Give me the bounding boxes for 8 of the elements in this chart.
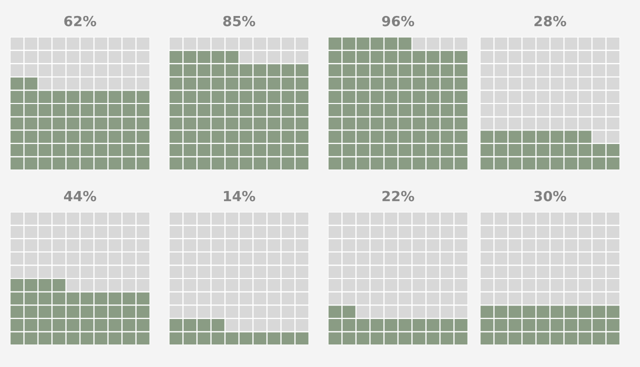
data-label: 44% [64, 190, 96, 202]
data-label: 62% [64, 16, 96, 26]
data-label: 14% [224, 190, 256, 202]
data-label: 22% [382, 190, 414, 202]
data-label: 28% [534, 16, 566, 26]
data-label: 30% [534, 190, 566, 202]
data-label: 85% [223, 16, 256, 26]
data-label: 96% [382, 16, 414, 26]
